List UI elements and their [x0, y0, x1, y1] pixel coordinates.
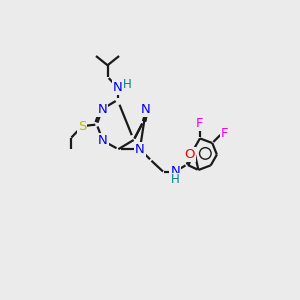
Text: N: N	[141, 103, 151, 116]
Text: N: N	[170, 165, 180, 178]
Text: F: F	[195, 117, 203, 130]
Text: N: N	[135, 143, 145, 156]
Text: N: N	[97, 103, 107, 116]
Text: F: F	[221, 127, 228, 140]
Text: N: N	[98, 134, 108, 147]
Text: N: N	[113, 81, 122, 94]
Text: S: S	[78, 120, 86, 133]
Text: H: H	[123, 78, 132, 91]
Text: O: O	[185, 148, 195, 161]
Text: H: H	[171, 173, 180, 187]
